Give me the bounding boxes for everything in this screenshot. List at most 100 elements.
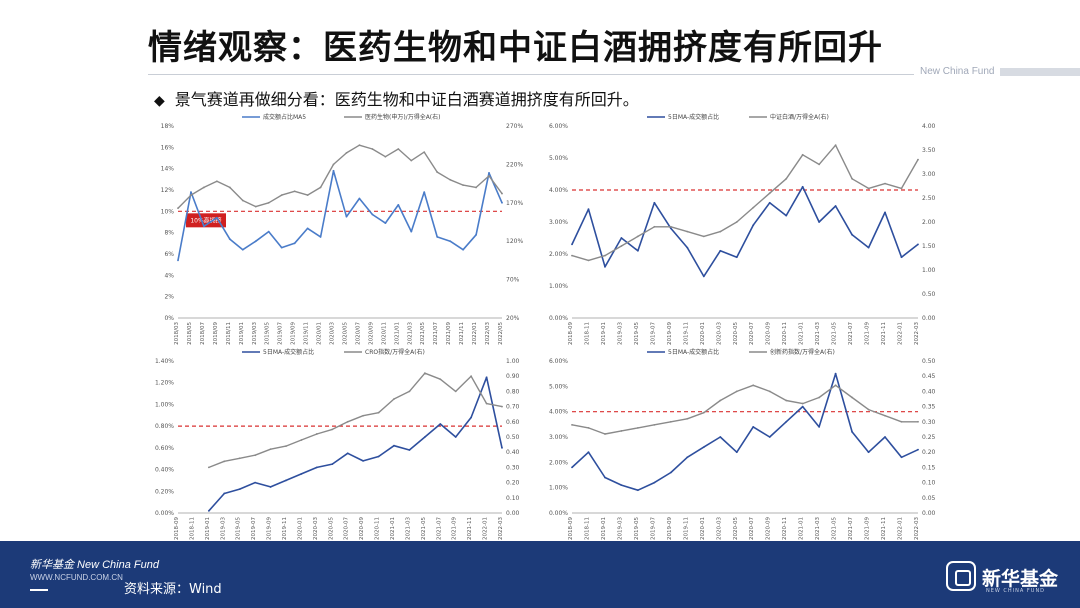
chart-pharma: 0% 2% 4% 6% 8% 10% 12% 14% 16% 18% 20% 70% 120% 170% 2… [146, 110, 530, 346]
series-point [408, 390, 411, 393]
series-point [269, 448, 272, 451]
series-point [785, 399, 788, 402]
left-tick-label: 4% [164, 272, 174, 279]
x-tick-label: 2020/07 [355, 322, 361, 345]
series-point [834, 205, 837, 207]
right-tick-label: 0.00 [922, 510, 936, 517]
x-tick-label: 2020/05 [342, 322, 348, 345]
series-point [371, 213, 374, 216]
series-point [267, 230, 270, 233]
legend-label-2: 医药生物(申万)/万得全A(右) [365, 113, 441, 121]
series-point [834, 372, 837, 375]
series-point [818, 163, 821, 166]
series-point [410, 159, 413, 162]
series-point [269, 486, 272, 488]
x-tick-label: 2019-09 [667, 517, 673, 540]
series-point [587, 426, 590, 429]
series-point [470, 375, 473, 378]
series-point [900, 420, 903, 423]
footer-bar [0, 541, 1080, 608]
right-tick-label: 120% [506, 238, 523, 245]
left-tick-label: 4.00% [549, 187, 568, 194]
right-tick-label: 0.00 [922, 315, 936, 322]
series-point [818, 221, 821, 223]
series-point [637, 235, 639, 238]
series-point [719, 436, 722, 438]
series-point [475, 186, 477, 189]
x-tick-label: 2019-11 [683, 517, 689, 540]
right-tick-label: 20% [506, 315, 520, 322]
series-point [377, 411, 380, 414]
series-point [801, 402, 804, 405]
series-point [423, 151, 426, 154]
x-tick-label: 2021-03 [405, 517, 411, 540]
series-point [637, 249, 639, 252]
x-tick-label: 2018/07 [200, 322, 206, 345]
series-point [346, 420, 349, 423]
series-point [190, 194, 192, 197]
right-tick-label: 0.10 [506, 495, 520, 502]
left-tick-label: 2% [164, 294, 174, 301]
x-tick-label: 2021-11 [881, 322, 887, 345]
series-point [319, 186, 322, 189]
brand-logo-icon [946, 561, 976, 591]
x-tick-label: 2021-01 [390, 517, 396, 540]
series-point [203, 225, 205, 228]
right-tick-label: 270% [506, 123, 523, 130]
left-tick-label: 1.20% [155, 380, 174, 387]
x-tick-label: 2019-01 [205, 517, 211, 540]
x-tick-label: 2020-09 [766, 517, 772, 540]
series-point [669, 225, 672, 228]
series-point [669, 471, 672, 474]
x-tick-label: 2022-01 [483, 517, 489, 540]
series-point [867, 187, 870, 190]
left-tick-label: 14% [161, 166, 175, 173]
series-point [228, 238, 231, 240]
series-point [439, 423, 442, 425]
bullet-text: 景气赛道再做细分看：医药生物和中证白酒赛道拥挤度有所回升。 [174, 90, 639, 109]
left-tick-label: 0.60% [155, 445, 174, 452]
series-point [917, 448, 919, 451]
series-point [331, 463, 334, 466]
left-tick-label: 0.40% [155, 467, 174, 474]
left-tick-label: 6.00% [549, 358, 568, 365]
series-line-2 [208, 372, 503, 469]
right-tick-label: 0.50 [922, 358, 936, 365]
series-point [371, 148, 374, 150]
series-point [884, 436, 886, 438]
x-tick-label: 2020-03 [313, 517, 319, 540]
series-point [637, 489, 639, 492]
left-tick-label: 18% [161, 123, 175, 130]
series-point [735, 221, 738, 223]
series-point [319, 236, 322, 238]
x-tick-label: 2020/03 [330, 322, 336, 345]
x-tick-label: 2021/05 [420, 322, 426, 345]
series-point [571, 254, 573, 257]
x-tick-label: 2018-11 [584, 322, 590, 345]
series-point [653, 201, 656, 204]
footer-website[interactable]: WWW.NCFUND.COM.CN [30, 573, 123, 582]
right-tick-label: 0.40 [506, 449, 520, 456]
series-point [332, 163, 335, 166]
series-point [834, 384, 837, 387]
x-tick-label: 2020-03 [716, 322, 722, 345]
x-tick-label: 2020-05 [733, 322, 739, 345]
x-tick-label: 2020-05 [733, 517, 739, 540]
series-point [686, 456, 689, 459]
left-tick-label: 1.00% [155, 401, 174, 408]
series-point [228, 186, 231, 189]
series-point [358, 197, 361, 200]
x-tick-label: 2022/01 [472, 322, 478, 345]
series-point [752, 425, 755, 428]
right-tick-label: 0.50 [922, 291, 936, 298]
x-tick-label: 2019-09 [667, 322, 673, 345]
right-tick-label: 0.10 [922, 480, 936, 487]
series-line-1 [177, 170, 503, 261]
legend-label-1: 5日MA-成交额占比 [668, 348, 719, 356]
x-tick-label: 2022-03 [914, 322, 920, 345]
x-tick-label: 2020-07 [749, 517, 755, 540]
x-tick-label: 2018-11 [189, 517, 195, 540]
x-tick-label: 2020/11 [381, 322, 387, 345]
series-point [719, 230, 722, 233]
x-tick-label: 2019/05 [265, 322, 271, 345]
